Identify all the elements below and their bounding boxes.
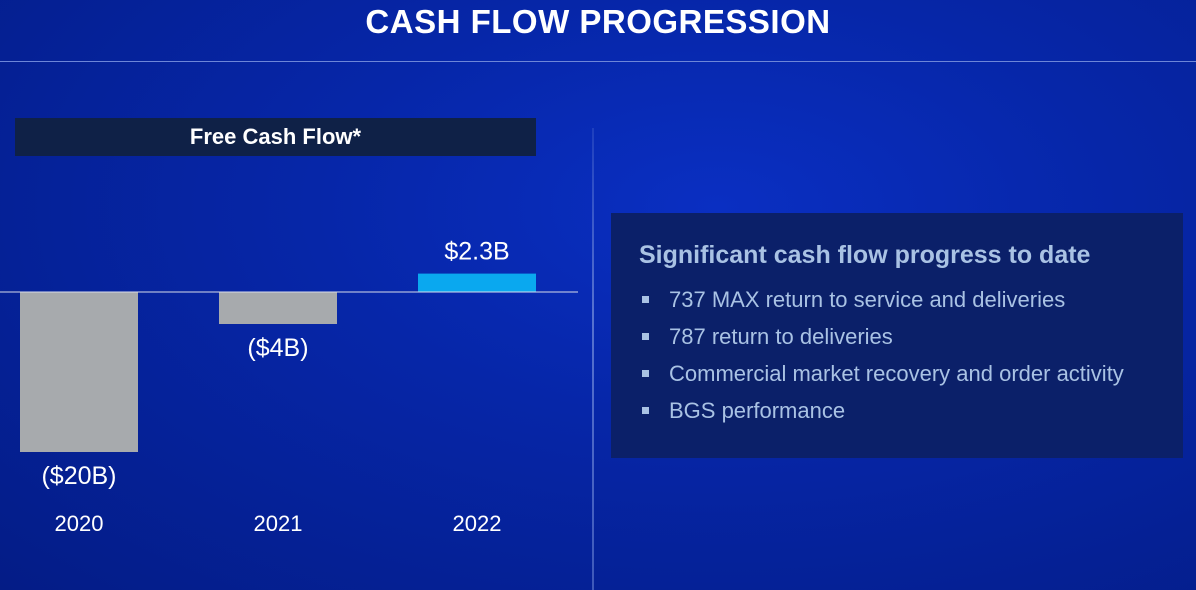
bullet-item: 737 MAX return to service and deliveries <box>639 286 1183 323</box>
data-label: ($20B) <box>41 462 116 490</box>
data-label: $2.3B <box>444 238 509 266</box>
data-label: ($4B) <box>247 334 308 362</box>
bullet-list: 737 MAX return to service and deliveries… <box>639 286 1183 434</box>
free-cash-flow-chart: ($20B) 2020 ($4B) 2021 $2.3B 2022 <box>0 238 578 536</box>
bullet-item: BGS performance <box>639 397 1183 434</box>
chart-header: Free Cash Flow* <box>15 118 536 156</box>
title-divider <box>0 61 1196 62</box>
bar-2022 <box>418 273 536 292</box>
bullet-icon <box>642 333 649 340</box>
slide-title: CASH FLOW PROGRESSION <box>365 3 831 40</box>
bullet-text: 737 MAX return to service and deliveries <box>669 287 1066 312</box>
bullet-icon <box>642 296 649 303</box>
highlights-panel: Significant cash flow progress to date 7… <box>611 213 1183 458</box>
bullet-icon <box>642 407 649 414</box>
bar-2020 <box>20 292 138 452</box>
bullet-text: 787 return to deliveries <box>669 324 893 349</box>
bullet-icon <box>642 370 649 377</box>
category-label: 2022 <box>453 511 502 536</box>
category-label: 2020 <box>55 511 104 536</box>
bullet-text: BGS performance <box>669 398 846 423</box>
bullet-item: 787 return to deliveries <box>639 323 1183 360</box>
bar-2021 <box>219 292 337 324</box>
panel-heading: Significant cash flow progress to date <box>639 241 1091 269</box>
vertical-divider <box>592 128 594 590</box>
bullet-text: Commercial market recovery and order act… <box>669 361 1124 386</box>
bullet-item: Commercial market recovery and order act… <box>639 360 1183 397</box>
category-label: 2021 <box>254 511 303 536</box>
